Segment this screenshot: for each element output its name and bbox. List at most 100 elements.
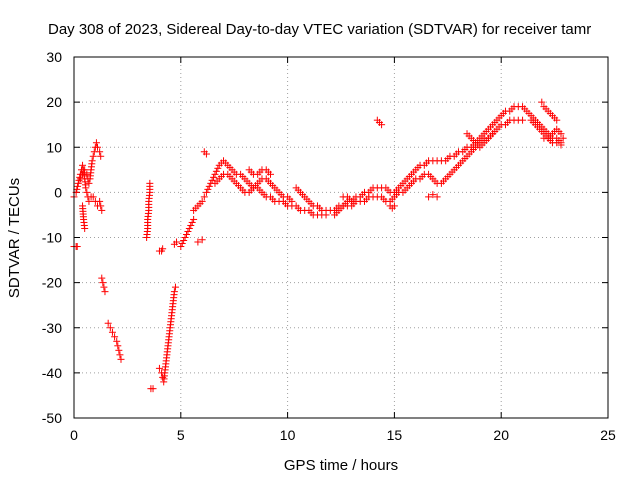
data-point [79, 161, 87, 169]
data-point [170, 288, 178, 296]
x-tick-label: 5 [177, 427, 185, 443]
data-point [205, 182, 213, 190]
data-point [214, 164, 222, 172]
data-point [97, 152, 105, 160]
data-point [75, 176, 83, 184]
data-point [198, 236, 206, 244]
data-point [96, 148, 104, 156]
data-point [73, 185, 81, 193]
data-point [429, 191, 437, 199]
data-point [73, 243, 81, 251]
data-point [83, 170, 91, 178]
x-tick-label: 25 [600, 427, 616, 443]
data-point [190, 215, 198, 223]
data-point [146, 179, 154, 187]
x-tick-label: 20 [493, 427, 509, 443]
data-point [202, 150, 210, 158]
data-point [101, 288, 109, 296]
data-point [202, 188, 210, 196]
data-point [489, 130, 497, 138]
data-point [74, 182, 82, 190]
data-point [159, 245, 167, 253]
data-point [204, 185, 212, 193]
data-point [106, 324, 114, 332]
data-point [111, 333, 119, 341]
x-axis-label: GPS time / hours [284, 457, 398, 474]
plot-frame [73, 56, 609, 419]
data-point [208, 176, 216, 184]
y-tick-label: 20 [46, 94, 62, 110]
data-point [159, 373, 167, 381]
data-point [116, 351, 124, 359]
x-tick-label: 15 [387, 427, 403, 443]
data-point [194, 238, 202, 246]
data-point [88, 157, 96, 165]
data-point [99, 279, 107, 287]
data-point [433, 193, 441, 201]
data-point [81, 166, 89, 174]
data-point [557, 141, 565, 149]
data-point [115, 346, 123, 354]
data-point [173, 238, 181, 246]
data-point [85, 179, 93, 187]
data-point [181, 234, 189, 241]
axis-ticks: 0 5 10 15 20 25 30 20 10 0 -10 -20 -30 -40 -50 [42, 49, 616, 443]
data-point [89, 152, 97, 160]
data-point [82, 184, 90, 192]
data-point [155, 364, 163, 372]
data-point [98, 274, 106, 282]
data-point [108, 328, 116, 336]
data-point [198, 197, 206, 205]
data-point [74, 179, 82, 187]
data-point [113, 337, 121, 345]
data-point [200, 193, 208, 201]
data-point [182, 230, 190, 238]
data-point [210, 173, 218, 181]
data-point [149, 385, 157, 393]
data-point [180, 237, 188, 245]
x-tick-label: 10 [280, 427, 296, 443]
data-point [171, 283, 179, 291]
y-tick-label: -50 [42, 410, 62, 426]
y-tick-label: -10 [42, 230, 62, 246]
data-point [185, 224, 193, 232]
data-point [211, 170, 219, 178]
data-point [390, 202, 398, 210]
grid [74, 57, 608, 418]
data-point [81, 224, 89, 232]
data-point [85, 197, 93, 205]
data-point [117, 355, 125, 363]
chart-title: Day 308 of 2023, Sidereal Day-to-day VTE… [48, 21, 591, 38]
data-point [187, 221, 195, 229]
data-point [98, 206, 106, 214]
data-point [83, 188, 91, 196]
data-point [184, 227, 192, 235]
data-point [97, 202, 105, 210]
data-point [76, 175, 84, 183]
y-tick-label: 30 [46, 49, 62, 65]
y-tick-label: 10 [46, 139, 62, 155]
data-point [378, 121, 386, 129]
data-point [425, 193, 433, 201]
data-point [267, 170, 275, 178]
y-tick-label: -30 [42, 320, 62, 336]
y-tick-label: -20 [42, 275, 62, 291]
data-point [89, 193, 97, 201]
data-point [212, 167, 220, 175]
y-axis-label: SDTVAR / TECUs [6, 178, 23, 298]
y-tick-label: 0 [54, 184, 62, 200]
data-point [538, 98, 546, 106]
data-point [557, 130, 565, 138]
data-point [559, 134, 567, 142]
data-point [178, 240, 186, 248]
data-point [519, 116, 527, 124]
data-point [114, 342, 122, 350]
data-point [288, 197, 296, 205]
data-points [70, 98, 567, 393]
data-point [188, 218, 196, 226]
x-tick-label: 0 [70, 427, 78, 443]
data-point [104, 319, 112, 327]
data-point [93, 143, 101, 151]
data-point [553, 116, 561, 124]
